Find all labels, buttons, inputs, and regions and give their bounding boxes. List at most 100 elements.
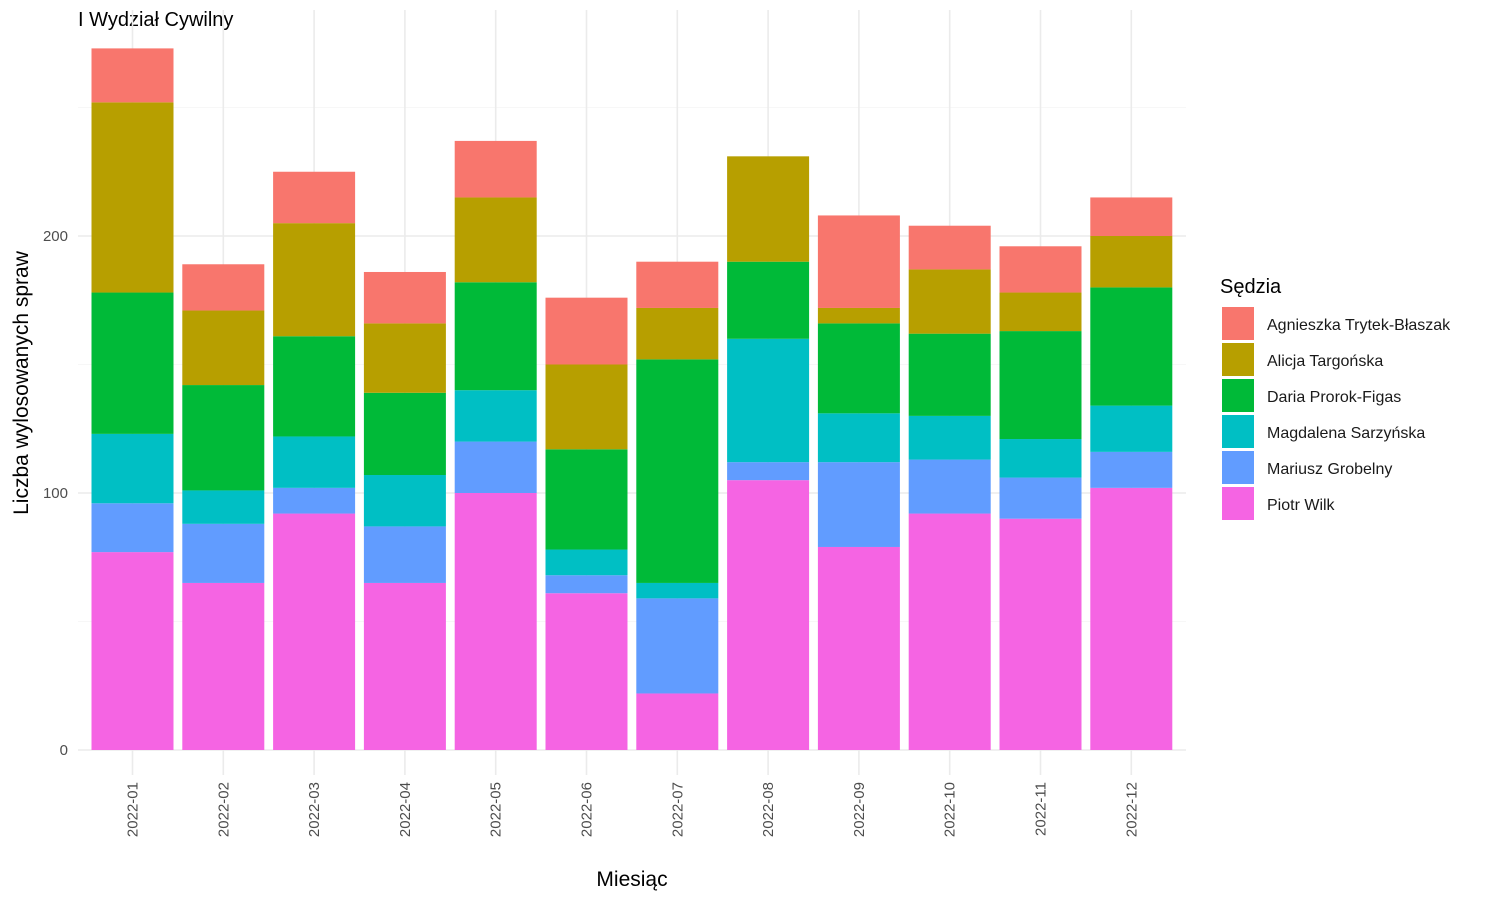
bar-segment: [636, 261, 719, 308]
bar-segment: [363, 392, 446, 476]
bar-segment: [817, 462, 900, 547]
bar-segment: [273, 223, 356, 337]
bar-segment: [363, 475, 446, 527]
legend-label: Piotr Wilk: [1267, 497, 1336, 514]
bar-segment: [727, 480, 810, 750]
bar-segment: [636, 307, 719, 360]
bar-segment: [727, 338, 810, 463]
legend-key: [1222, 415, 1254, 448]
bar-segment: [1090, 451, 1173, 488]
bar-segment: [182, 490, 265, 524]
legend-key: [1222, 487, 1254, 520]
x-tick-label: 2022-12: [1123, 782, 1140, 837]
bar-segment: [273, 513, 356, 750]
legend-title: Sędzia: [1220, 276, 1282, 298]
x-tick-label: 2022-02: [215, 782, 232, 837]
bar-segment: [363, 526, 446, 583]
bar-segment: [1090, 487, 1173, 750]
y-tick-label: 100: [43, 485, 68, 502]
y-axis-ticks: 0 100 200: [43, 228, 68, 759]
bar-segment: [545, 593, 628, 750]
legend-key: [1222, 343, 1254, 376]
bar-segment: [999, 518, 1082, 750]
bar-segment: [636, 598, 719, 694]
legend-label: Magdalena Sarzyńska: [1267, 425, 1425, 442]
bar-segment: [1090, 287, 1173, 406]
x-tick-label: 2022-01: [125, 782, 142, 837]
x-tick-label: 2022-06: [579, 782, 596, 837]
bar-segment: [727, 156, 810, 262]
bar-segment: [999, 246, 1082, 293]
bar-segment: [908, 333, 991, 416]
x-tick-label: 2022-04: [397, 782, 414, 837]
legend: Sędzia Agnieszka Trytek-Błaszak Alicja Ta…: [1220, 276, 1451, 520]
bar-segment: [363, 271, 446, 324]
bar-segment: [363, 323, 446, 393]
bar-segment: [454, 282, 537, 391]
x-tick-label: 2022-03: [306, 782, 323, 837]
bars: [91, 48, 1173, 750]
bar-segment: [727, 261, 810, 339]
bar-segment: [454, 140, 537, 198]
bar-segment: [817, 413, 900, 463]
legend-key: [1222, 307, 1254, 340]
bar-segment: [91, 102, 174, 293]
bar-segment: [999, 477, 1082, 519]
bar-segment: [91, 433, 174, 504]
bar-segment: [636, 693, 719, 750]
legend-key: [1222, 451, 1254, 484]
legend-label: Mariusz Grobelny: [1267, 461, 1392, 478]
bar-segment: [454, 390, 537, 442]
bar-segment: [182, 582, 265, 750]
y-tick-label: 200: [43, 228, 68, 245]
x-axis-ticks: 2022-01 2022-02 2022-03 2022-04 2022-05 2022-…: [125, 782, 1141, 837]
bar-segment: [273, 487, 356, 514]
y-axis-title: Liczba wylosowanych spraw: [10, 250, 33, 515]
x-tick-label: 2022-08: [760, 782, 777, 837]
bar-segment: [182, 310, 265, 386]
bar-segment: [363, 582, 446, 750]
bar-segment: [273, 171, 356, 224]
legend-label: Agnieszka Trytek-Błaszak: [1267, 317, 1451, 334]
bar-segment: [545, 297, 628, 365]
bar-segment: [454, 493, 537, 750]
bar-segment: [817, 215, 900, 308]
x-axis-title: Miesiąc: [596, 868, 667, 891]
bar-segment: [727, 462, 810, 481]
bar-segment: [817, 546, 900, 750]
bar-segment: [273, 436, 356, 488]
bar-segment: [908, 225, 991, 270]
bar-segment: [1090, 405, 1173, 452]
bar-segment: [999, 439, 1082, 478]
bar-segment: [182, 385, 265, 491]
bar-segment: [454, 441, 537, 493]
bar-segment: [91, 48, 174, 103]
legend-label: Alicja Targońska: [1267, 353, 1383, 370]
bar-segment: [454, 197, 537, 283]
bar-segment: [545, 449, 628, 550]
bar-segment: [817, 323, 900, 414]
x-tick-label: 2022-10: [942, 782, 959, 837]
x-tick-label: 2022-09: [851, 782, 868, 837]
bar-segment: [545, 364, 628, 450]
bar-segment: [999, 292, 1082, 332]
bar-segment: [91, 552, 174, 750]
bar-segment: [908, 459, 991, 514]
bar-segment: [636, 359, 719, 583]
bar-segment: [636, 582, 719, 599]
bar-segment: [908, 513, 991, 750]
chart-title: I Wydział Cywilny: [78, 9, 233, 31]
bar-segment: [545, 549, 628, 576]
bar-segment: [908, 415, 991, 460]
x-tick-label: 2022-11: [1033, 782, 1050, 836]
legend-key: [1222, 379, 1254, 412]
bar-segment: [182, 264, 265, 311]
x-tick-label: 2022-07: [669, 782, 686, 837]
y-tick-label: 0: [60, 742, 68, 759]
bar-segment: [1090, 236, 1173, 288]
bar-segment: [545, 575, 628, 594]
bar-segment: [908, 269, 991, 334]
bar-segment: [999, 331, 1082, 440]
bar-segment: [1090, 197, 1173, 236]
